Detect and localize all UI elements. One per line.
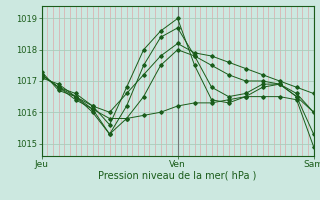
X-axis label: Pression niveau de la mer( hPa ): Pression niveau de la mer( hPa ) [99,171,257,181]
